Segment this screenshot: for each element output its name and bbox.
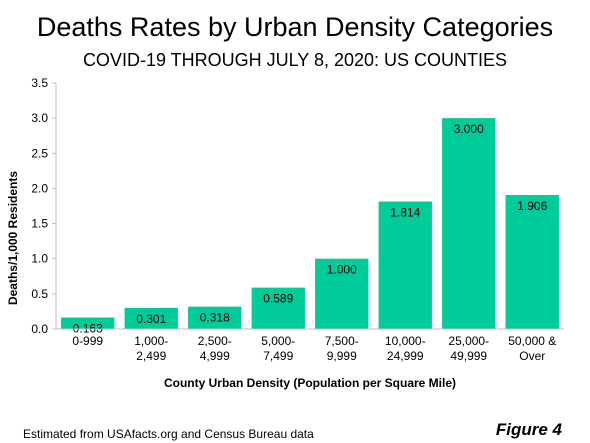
x-tick-label: 5,000- xyxy=(261,334,295,348)
y-tick-label: 1.0 xyxy=(31,252,48,266)
data-label: 3.000 xyxy=(454,122,484,136)
x-tick-label: 24,999 xyxy=(387,349,424,363)
x-tick-label: 0-999 xyxy=(72,334,103,348)
chart-subtitle: COVID-19 THROUGH JULY 8, 2020: US COUNTI… xyxy=(82,50,508,70)
plot-area: 0.00.51.01.52.02.53.03.50.1630-9990.3011… xyxy=(31,76,559,363)
bar xyxy=(442,118,496,330)
x-tick-label: 4,999 xyxy=(200,349,230,363)
x-tick-label: 2,500- xyxy=(198,334,232,348)
data-label: 0.301 xyxy=(136,312,166,326)
source-note: Estimated from USAfacts.org and Census B… xyxy=(23,427,314,441)
y-tick-label: 0.5 xyxy=(31,287,48,301)
x-tick-label: 49,999 xyxy=(450,349,487,363)
x-tick-label: 1,000- xyxy=(134,334,168,348)
bar xyxy=(124,307,178,329)
x-tick-label: 9,999 xyxy=(327,349,357,363)
bar xyxy=(378,201,432,329)
y-tick-label: 2.5 xyxy=(31,146,48,160)
data-label: 0.318 xyxy=(200,311,230,325)
x-axis-title: County Urban Density (Population per Squ… xyxy=(164,376,456,390)
y-tick-label: 2.0 xyxy=(31,181,48,195)
y-axis-title: Deaths/1,000 Residents xyxy=(6,171,20,305)
bar xyxy=(505,195,559,329)
x-tick-label: 10,000- xyxy=(385,334,426,348)
y-tick-label: 1.5 xyxy=(31,217,48,231)
x-tick-label: 7,499 xyxy=(263,349,293,363)
y-tick-label: 0.0 xyxy=(31,322,48,336)
figure-label: Figure 4 xyxy=(495,420,562,439)
x-tick-label: 7,500- xyxy=(325,334,359,348)
data-label: 1.814 xyxy=(390,206,420,220)
x-tick-label: 2,499 xyxy=(136,349,166,363)
bar xyxy=(61,317,115,329)
bar xyxy=(251,287,305,329)
x-tick-label: 25,000- xyxy=(448,334,489,348)
y-tick-label: 3.0 xyxy=(31,111,48,125)
bar xyxy=(315,258,369,329)
y-tick-label: 3.5 xyxy=(31,76,48,90)
data-label: 0.589 xyxy=(263,292,293,306)
bar xyxy=(188,306,242,329)
chart-title: Deaths Rates by Urban Density Categories xyxy=(36,12,554,42)
data-label: 1.000 xyxy=(327,263,357,277)
data-label: 1.906 xyxy=(517,199,547,213)
x-tick-label: Over xyxy=(519,349,545,363)
x-tick-label: 50,000 & xyxy=(508,334,556,348)
